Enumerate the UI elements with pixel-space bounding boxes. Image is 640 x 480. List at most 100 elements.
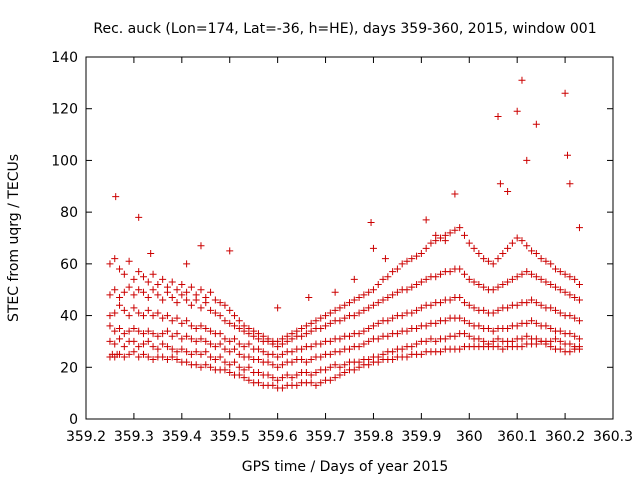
data-point — [369, 322, 377, 330]
data-point — [513, 301, 521, 309]
data-point — [307, 371, 315, 379]
data-point — [451, 332, 459, 340]
data-point — [254, 330, 262, 338]
data-point — [293, 327, 301, 335]
data-point — [381, 255, 389, 263]
data-point — [235, 350, 243, 358]
data-point — [547, 260, 555, 268]
data-point — [542, 278, 550, 286]
data-point — [139, 340, 147, 348]
data-point — [465, 239, 473, 247]
data-point — [384, 332, 392, 340]
data-point — [211, 296, 219, 304]
y-tick-label: 140 — [51, 50, 78, 66]
data-point — [532, 335, 540, 343]
y-tick-label: 120 — [51, 102, 78, 118]
data-point — [269, 361, 277, 369]
data-point — [513, 273, 521, 281]
data-point — [575, 281, 583, 289]
x-tick-label: 359.5 — [210, 429, 250, 445]
data-point — [355, 293, 363, 301]
data-point — [120, 330, 128, 338]
data-point — [566, 340, 574, 348]
data-point — [422, 244, 430, 252]
data-point — [259, 332, 267, 340]
data-point — [389, 268, 397, 276]
data-point — [322, 322, 330, 330]
data-point — [446, 296, 454, 304]
data-point — [355, 343, 363, 351]
series-2 — [106, 314, 583, 371]
data-point — [427, 301, 435, 309]
data-point — [226, 361, 234, 369]
data-point — [254, 356, 262, 364]
data-point — [202, 293, 210, 301]
data-point — [365, 304, 373, 312]
data-point — [547, 337, 555, 345]
data-point — [537, 255, 545, 263]
data-point — [456, 224, 464, 232]
data-point — [163, 283, 171, 291]
data-point — [398, 345, 406, 353]
data-point — [288, 348, 296, 356]
data-point — [422, 337, 430, 345]
data-point — [216, 353, 224, 361]
data-point — [197, 363, 205, 371]
data-point — [480, 283, 488, 291]
data-point — [168, 317, 176, 325]
data-point — [494, 283, 502, 291]
data-point — [417, 250, 425, 258]
data-point — [575, 224, 583, 232]
data-point — [144, 337, 152, 345]
data-point — [226, 348, 234, 356]
data-point — [460, 330, 468, 338]
data-point — [393, 330, 401, 338]
data-point — [245, 325, 253, 332]
data-point — [384, 273, 392, 281]
data-point — [178, 319, 186, 327]
data-point — [154, 291, 162, 299]
chart-title: Rec. auck (Lon=174, Lat=-36, h=HE), days… — [93, 21, 596, 37]
data-point — [202, 325, 210, 332]
data-point — [269, 350, 277, 358]
data-point — [518, 237, 526, 245]
data-point — [556, 286, 564, 294]
data-point — [417, 350, 425, 358]
data-point — [532, 120, 540, 128]
data-point — [231, 358, 239, 366]
data-point — [254, 379, 262, 387]
data-point — [250, 327, 258, 335]
data-point — [183, 317, 191, 325]
data-point — [112, 193, 120, 201]
data-point — [168, 332, 176, 340]
data-point — [326, 319, 334, 327]
data-point — [144, 278, 152, 286]
data-point — [149, 330, 157, 338]
data-point — [374, 319, 382, 327]
data-point — [197, 242, 205, 250]
data-point — [211, 309, 219, 317]
data-point — [159, 340, 167, 348]
data-point — [144, 293, 152, 301]
data-point — [307, 379, 315, 387]
data-point — [346, 299, 353, 307]
data-point — [465, 301, 473, 309]
data-point — [298, 345, 306, 353]
data-point — [120, 288, 128, 296]
data-point — [235, 325, 243, 332]
data-point — [432, 273, 440, 281]
data-point — [367, 218, 375, 226]
data-point — [480, 337, 488, 345]
data-point — [446, 229, 454, 237]
y-tick-label: 0 — [69, 412, 78, 428]
data-point — [202, 337, 210, 345]
data-point — [187, 301, 195, 309]
data-point — [317, 325, 325, 332]
data-point — [460, 270, 468, 278]
data-point — [221, 345, 229, 353]
data-point — [460, 317, 468, 325]
series-1 — [106, 330, 583, 384]
data-point — [518, 76, 526, 84]
data-point — [254, 345, 262, 353]
data-point — [111, 309, 119, 317]
